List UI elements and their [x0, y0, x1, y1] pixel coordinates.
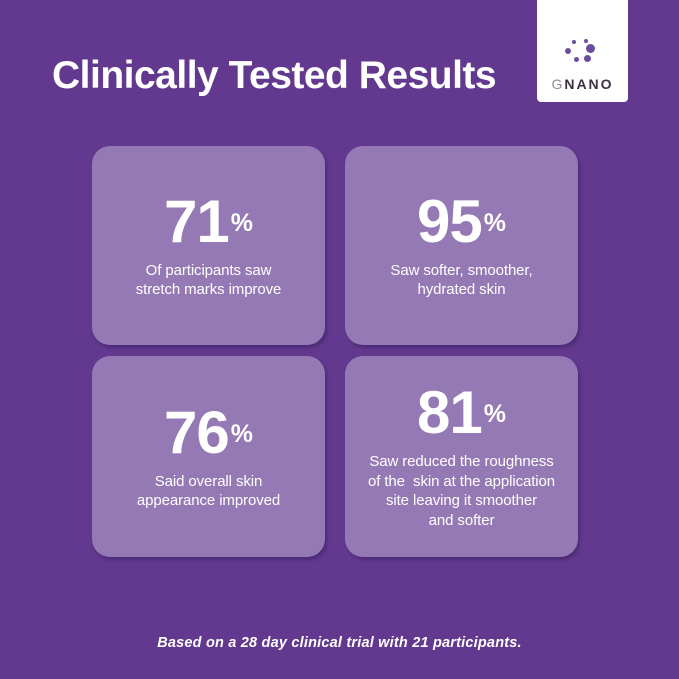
stat-description: Said overall skin appearance improved — [136, 472, 281, 510]
logo-dot-icon — [584, 39, 588, 43]
stat-number: 76 — [164, 398, 230, 466]
stat-description: Saw softer, smoother, hydrated skin — [390, 261, 533, 299]
stat-card-stretch-marks: 71% Of participants saw stretch marks im… — [92, 146, 325, 345]
logo-dot-icon — [565, 48, 571, 54]
percent-sign: % — [483, 208, 506, 237]
stat-card-roughness: 81% Saw reduced the roughness of the ski… — [345, 356, 578, 557]
brand-logo: GNANO — [537, 0, 628, 102]
logo-dot-icon — [584, 55, 591, 62]
stat-number: 95 — [417, 187, 483, 255]
page-title: Clinically Tested Results — [52, 54, 497, 97]
stat-value: 71% — [164, 191, 253, 252]
stat-value: 81% — [417, 383, 506, 443]
stat-number: 81 — [417, 379, 483, 446]
stat-description: Of participants saw stretch marks improv… — [135, 261, 282, 299]
percent-sign: % — [483, 400, 506, 428]
logo-dot-icon — [574, 57, 579, 62]
stat-value: 76% — [164, 402, 253, 463]
brand-name: GNANO — [537, 77, 628, 91]
brand-name-rest: NANO — [564, 76, 614, 92]
footer-note: Based on a 28 day clinical trial with 21… — [157, 635, 522, 651]
stat-card-softer-skin: 95% Saw softer, smoother, hydrated skin — [345, 146, 578, 345]
percent-sign: % — [230, 419, 253, 448]
stat-number: 71 — [164, 187, 230, 255]
stat-description: Saw reduced the roughness of the skin at… — [367, 453, 556, 529]
brand-name-prefix: G — [551, 76, 565, 92]
stats-grid: 71% Of participants saw stretch marks im… — [92, 146, 578, 557]
stat-value: 95% — [417, 191, 506, 252]
stat-card-appearance: 76% Said overall skin appearance improve… — [92, 356, 325, 557]
percent-sign: % — [230, 208, 253, 237]
logo-dot-icon — [572, 40, 576, 44]
logo-dot-icon — [586, 44, 595, 53]
